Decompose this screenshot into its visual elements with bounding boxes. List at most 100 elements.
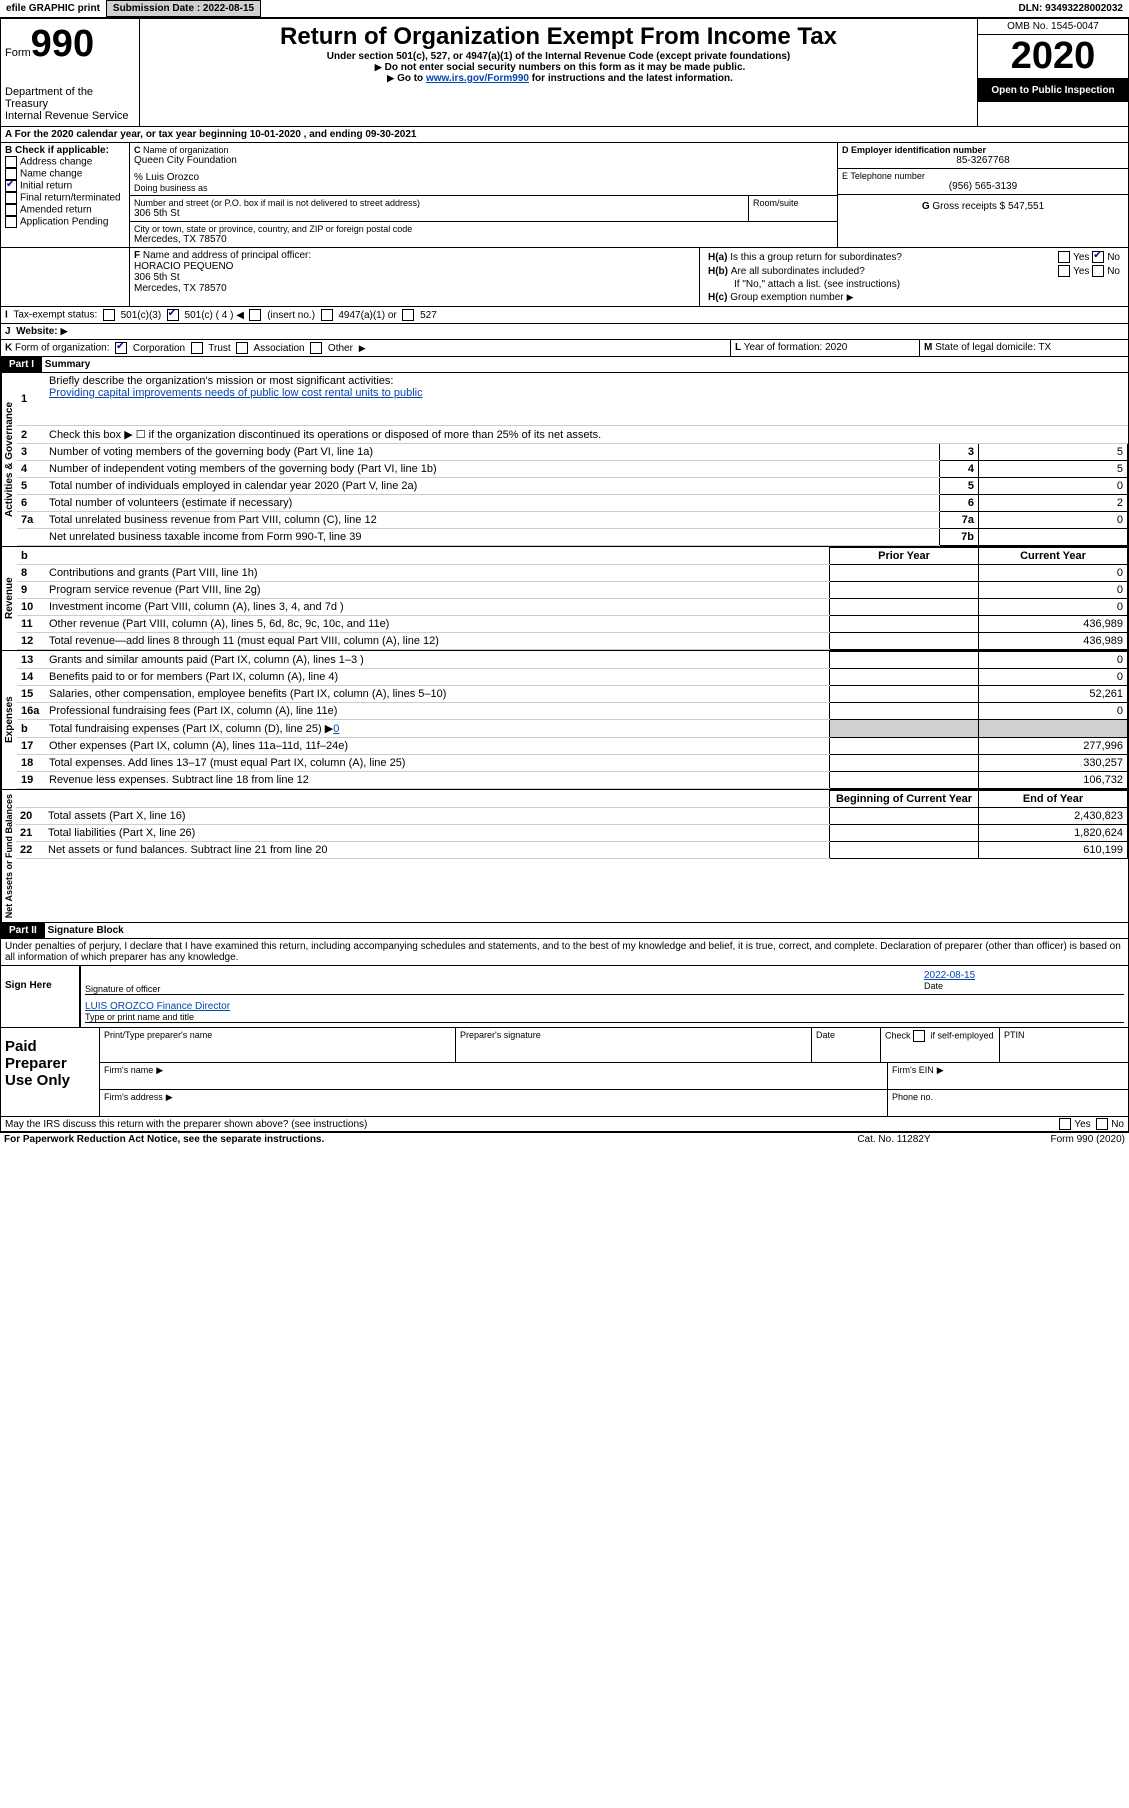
l16a: Professional fundraising fees (Part IX, … xyxy=(45,703,830,720)
na-side-label: Net Assets or Fund Balances xyxy=(1,790,16,922)
line-a: For the 2020 calendar year, or tax year … xyxy=(15,129,417,140)
ein-value: 85-3267768 xyxy=(842,155,1124,166)
phone-value: (956) 565-3139 xyxy=(842,181,1124,192)
self-employed-checkbox[interactable] xyxy=(913,1030,925,1042)
form-footer-label: Form 990 (2020) xyxy=(1051,1134,1125,1145)
omb-label: OMB No. 1545-0047 xyxy=(978,19,1128,35)
hb-yes-checkbox[interactable] xyxy=(1058,265,1070,277)
v5: 0 xyxy=(979,478,1128,495)
hb-note: If "No," attach a list. (see instruction… xyxy=(704,278,1124,291)
eoy-hdr: End of Year xyxy=(979,791,1128,808)
org-city: Mercedes, TX 78570 xyxy=(134,234,833,245)
l17: Other expenses (Part IX, column (A), lin… xyxy=(45,738,830,755)
l16b-val: 0 xyxy=(333,723,339,735)
c-label: Name of organization xyxy=(143,145,229,155)
prior-year-hdr: Prior Year xyxy=(830,548,979,565)
l19: Revenue less expenses. Subtract line 18 … xyxy=(45,772,830,789)
v15: 52,261 xyxy=(979,686,1128,703)
k-checkbox-3[interactable] xyxy=(310,342,322,354)
discuss-yes-checkbox[interactable] xyxy=(1059,1118,1071,1130)
sign-here-label: Sign Here xyxy=(1,966,79,1027)
hb-no-checkbox[interactable] xyxy=(1092,265,1104,277)
dept-label: Department of the Treasury Internal Reve… xyxy=(5,86,135,122)
g-label: Gross receipts $ xyxy=(932,201,1005,212)
declaration: Under penalties of perjury, I declare th… xyxy=(0,939,1129,966)
l5: Total number of individuals employed in … xyxy=(45,478,940,495)
org-address: 306 5th St xyxy=(134,208,744,219)
k-checkbox-2[interactable] xyxy=(236,342,248,354)
gov-side-label: Activities & Governance xyxy=(1,373,17,546)
discuss-no-checkbox[interactable] xyxy=(1096,1118,1108,1130)
i-label: Tax-exempt status: xyxy=(13,310,97,321)
sig-label: Signature of officer xyxy=(85,984,924,994)
b-item-3: Final return/terminated xyxy=(20,193,121,204)
l18: Total expenses. Add lines 13–17 (must eq… xyxy=(45,755,830,772)
form-number: 990 xyxy=(31,23,94,65)
b-label: Check if applicable: xyxy=(15,145,109,156)
org-name: Queen City Foundation xyxy=(134,155,833,166)
v7b xyxy=(979,529,1128,546)
v11: 436,989 xyxy=(979,616,1128,633)
k-checkbox-0[interactable] xyxy=(115,342,127,354)
firm-ein-label: Firm's EIN xyxy=(892,1065,934,1075)
b-item-5: Application Pending xyxy=(20,217,108,228)
v3: 5 xyxy=(979,444,1128,461)
i-checkbox-2[interactable] xyxy=(249,309,261,321)
sig-date-label: Date xyxy=(924,981,1124,991)
exp-side-label: Expenses xyxy=(1,651,17,789)
ha-no-checkbox[interactable] xyxy=(1092,251,1104,263)
b-checkbox-3[interactable] xyxy=(5,192,17,204)
addr-label: Number and street (or P.O. box if mail i… xyxy=(134,198,744,208)
prep-c3: Date xyxy=(812,1028,881,1062)
k-label: Form of organization: xyxy=(15,343,110,354)
v18: 330,257 xyxy=(979,755,1128,772)
cat-label: Cat. No. 11282Y xyxy=(857,1134,930,1145)
l8: Contributions and grants (Part VIII, lin… xyxy=(45,565,830,582)
i-checkbox-3[interactable] xyxy=(321,309,333,321)
firm-addr-label: Firm's address xyxy=(104,1092,163,1102)
room-label: Room/suite xyxy=(748,196,837,221)
b-item-1: Name change xyxy=(20,169,82,180)
note2-pre: Go to xyxy=(397,73,426,84)
l4: Number of independent voting members of … xyxy=(45,461,940,478)
v9: 0 xyxy=(979,582,1128,599)
section-f-h: F Name and address of principal officer:… xyxy=(0,248,1129,307)
b-checkbox-0[interactable] xyxy=(5,156,17,168)
prep-c5: PTIN xyxy=(1000,1028,1128,1062)
note1: Do not enter social security numbers on … xyxy=(385,62,746,73)
b-item-0: Address change xyxy=(20,157,92,168)
ha-yes-checkbox[interactable] xyxy=(1058,251,1070,263)
k-checkbox-1[interactable] xyxy=(191,342,203,354)
i-checkbox-1[interactable] xyxy=(167,309,179,321)
hb-label: Are all subordinates included? xyxy=(731,266,1058,277)
v21: 1,820,624 xyxy=(979,825,1128,842)
b-item-2: Initial return xyxy=(20,181,72,192)
prep-c4: if self-employed xyxy=(931,1031,994,1041)
i-checkbox-0[interactable] xyxy=(103,309,115,321)
b-checkbox-5[interactable] xyxy=(5,216,17,228)
v19: 106,732 xyxy=(979,772,1128,789)
efile-label: efile GRAPHIC print xyxy=(0,1,106,16)
section-b-to-g: B Check if applicable: Address changeNam… xyxy=(0,143,1129,248)
l6: Total number of volunteers (estimate if … xyxy=(45,495,940,512)
l-label: Year of formation: xyxy=(744,342,823,353)
i-checkbox-4[interactable] xyxy=(402,309,414,321)
irs-link[interactable]: www.irs.gov/Form990 xyxy=(426,73,529,84)
b-checkbox-4[interactable] xyxy=(5,204,17,216)
v12: 436,989 xyxy=(979,633,1128,650)
form-header: Form990 Department of the Treasury Inter… xyxy=(0,18,1129,127)
care-of: % Luis Orozco xyxy=(134,172,833,183)
phone-label: Phone no. xyxy=(888,1090,1128,1116)
v17: 277,996 xyxy=(979,738,1128,755)
b-checkbox-2[interactable] xyxy=(5,180,17,192)
v16a: 0 xyxy=(979,703,1128,720)
officer-addr2: Mercedes, TX 78570 xyxy=(134,283,695,294)
firm-name-label: Firm's name xyxy=(104,1065,153,1075)
l1-label: Briefly describe the organization's miss… xyxy=(49,375,393,387)
note2-post: for instructions and the latest informat… xyxy=(529,73,733,84)
d-label: Employer identification number xyxy=(851,145,986,155)
part1-subtitle: Summary xyxy=(45,359,91,370)
v10: 0 xyxy=(979,599,1128,616)
l16b: Total fundraising expenses (Part IX, col… xyxy=(49,723,333,735)
submission-date-button[interactable]: Submission Date : 2022-08-15 xyxy=(106,0,261,17)
